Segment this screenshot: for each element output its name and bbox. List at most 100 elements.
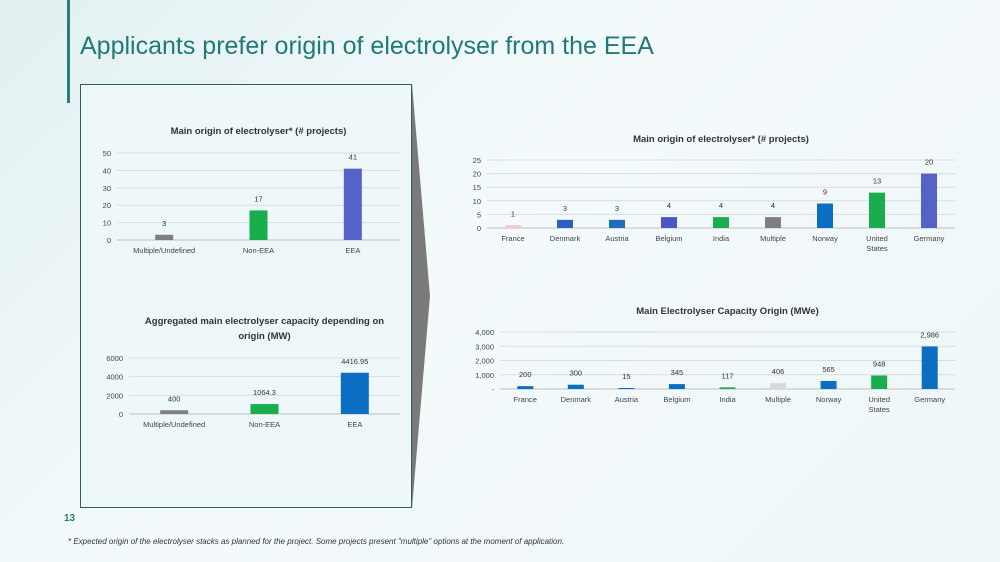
- bar-india: [713, 217, 729, 228]
- x-tick-label: India: [719, 395, 736, 404]
- chart-title: Main origin of electrolyser* (# projects…: [171, 126, 347, 137]
- y-tick-label: 15: [473, 183, 481, 192]
- x-tick-label: Norway: [812, 234, 838, 243]
- x-tick-label: EEA: [345, 246, 360, 255]
- x-tick-label: Belgium: [655, 234, 682, 243]
- x-tick-label: Austria: [615, 395, 639, 404]
- bar-france: [505, 225, 521, 228]
- data-label: 9: [823, 188, 827, 197]
- data-label: 1: [511, 209, 515, 218]
- chart-title: Main Electrolyser Capacity Origin (MWe): [636, 306, 818, 317]
- bar-denmark: [557, 219, 573, 228]
- chart-origin-projects-by-country: Main origin of electrolyser* (# projects…: [473, 134, 955, 253]
- y-tick-label: 20: [103, 201, 111, 210]
- chart-origin-projects-aggregated: Main origin of electrolyser* (# projects…: [103, 126, 400, 255]
- data-label: 4: [771, 201, 775, 210]
- chart-title: origin (MW): [238, 331, 290, 342]
- y-tick-label: 10: [473, 197, 481, 206]
- data-label: 300: [570, 369, 583, 378]
- slide-title: Applicants prefer origin of electrolyser…: [80, 32, 654, 60]
- bar-belgium: [661, 217, 677, 228]
- x-tick-label: Germany: [914, 395, 945, 404]
- bar-multiple-undefined: [160, 410, 189, 414]
- x-tick-label: Multiple: [765, 395, 791, 404]
- bar-multiple-undefined: [155, 234, 174, 240]
- bar-eea: [343, 168, 362, 240]
- bar-norway: [820, 380, 837, 389]
- x-tick-label: Denmark: [550, 234, 581, 243]
- data-label: 2,986: [920, 330, 939, 339]
- y-tick-label: 1,000: [475, 371, 494, 380]
- chart-capacity-by-country: Main Electrolyser Capacity Origin (MWe) -…: [475, 306, 955, 414]
- bar-norway: [817, 203, 833, 228]
- x-tick-label: Austria: [605, 234, 629, 243]
- data-label: 4416.95: [341, 357, 368, 366]
- x-tick-label: Non-EEA: [249, 420, 280, 429]
- left-panel: [80, 84, 412, 508]
- data-label: 13: [873, 177, 881, 186]
- y-tick-label: 5: [477, 210, 481, 219]
- data-label: 200: [519, 370, 532, 379]
- y-tick-label: 4000: [106, 373, 123, 382]
- footnote: * Expected origin of the electrolyser st…: [68, 537, 565, 546]
- x-tick-label: EEA: [347, 420, 362, 429]
- data-label: 20: [925, 158, 933, 167]
- bar-denmark: [567, 384, 584, 389]
- y-tick-label: 4,000: [475, 328, 494, 337]
- title-accent-bar: [67, 0, 70, 103]
- data-label: 3: [563, 204, 567, 213]
- chart-capacity-aggregated: Aggregated main electrolyser capacity de…: [106, 316, 400, 429]
- x-tick-label: Multiple/Undefined: [143, 420, 205, 429]
- chart-title: Main origin of electrolyser* (# projects…: [633, 134, 809, 145]
- bar-united-states: [869, 192, 885, 228]
- y-tick-label: 50: [103, 149, 111, 158]
- chart-title: Aggregated main electrolyser capacity de…: [145, 316, 384, 327]
- data-label: 400: [168, 394, 181, 403]
- x-tick-label: United: [866, 234, 888, 243]
- x-tick-label: India: [713, 234, 730, 243]
- bar-germany: [921, 173, 937, 228]
- y-tick-label: 3,000: [475, 342, 494, 351]
- y-tick-label: 0: [119, 410, 123, 419]
- data-label: 565: [822, 365, 835, 374]
- x-tick-label: Belgium: [663, 395, 690, 404]
- y-tick-label: 0: [477, 224, 481, 233]
- data-label: 345: [671, 368, 684, 377]
- bar-non-eea: [250, 404, 279, 414]
- bar-germany: [921, 346, 938, 389]
- x-tick-label: Germany: [914, 234, 945, 243]
- data-label: 406: [772, 367, 785, 376]
- bar-multiple: [765, 217, 781, 228]
- x-tick-label: United: [868, 395, 890, 404]
- data-label: 3: [615, 204, 619, 213]
- data-label: 41: [349, 153, 357, 162]
- x-tick-label: France: [501, 234, 524, 243]
- right-arrow-shape: [412, 84, 430, 508]
- bar-eea: [340, 372, 369, 414]
- data-label: 117: [722, 371, 734, 380]
- y-tick-label: 25: [473, 156, 481, 165]
- bar-multiple: [770, 383, 787, 389]
- x-tick-label: States: [866, 244, 888, 253]
- bar-france: [517, 386, 534, 389]
- x-tick-label: Non-EEA: [243, 246, 274, 255]
- bar-india: [719, 387, 736, 389]
- page-number: 13: [64, 513, 76, 524]
- x-tick-label: Denmark: [561, 395, 592, 404]
- data-label: 948: [873, 359, 886, 368]
- y-tick-label: 20: [473, 170, 481, 179]
- data-label: 4: [719, 201, 723, 210]
- x-tick-label: Multiple/Undefined: [133, 246, 195, 255]
- x-tick-label: Norway: [816, 395, 842, 404]
- data-label: 15: [622, 372, 630, 381]
- bar-austria: [609, 219, 625, 228]
- y-tick-label: 2,000: [475, 357, 494, 366]
- bar-belgium: [668, 384, 685, 389]
- y-tick-label: 10: [103, 219, 111, 228]
- bar-non-eea: [249, 210, 268, 240]
- x-tick-label: Multiple: [760, 234, 786, 243]
- data-label: 4: [667, 201, 671, 210]
- x-tick-label: France: [514, 395, 537, 404]
- bar-austria: [618, 388, 635, 389]
- data-label: 17: [254, 194, 262, 203]
